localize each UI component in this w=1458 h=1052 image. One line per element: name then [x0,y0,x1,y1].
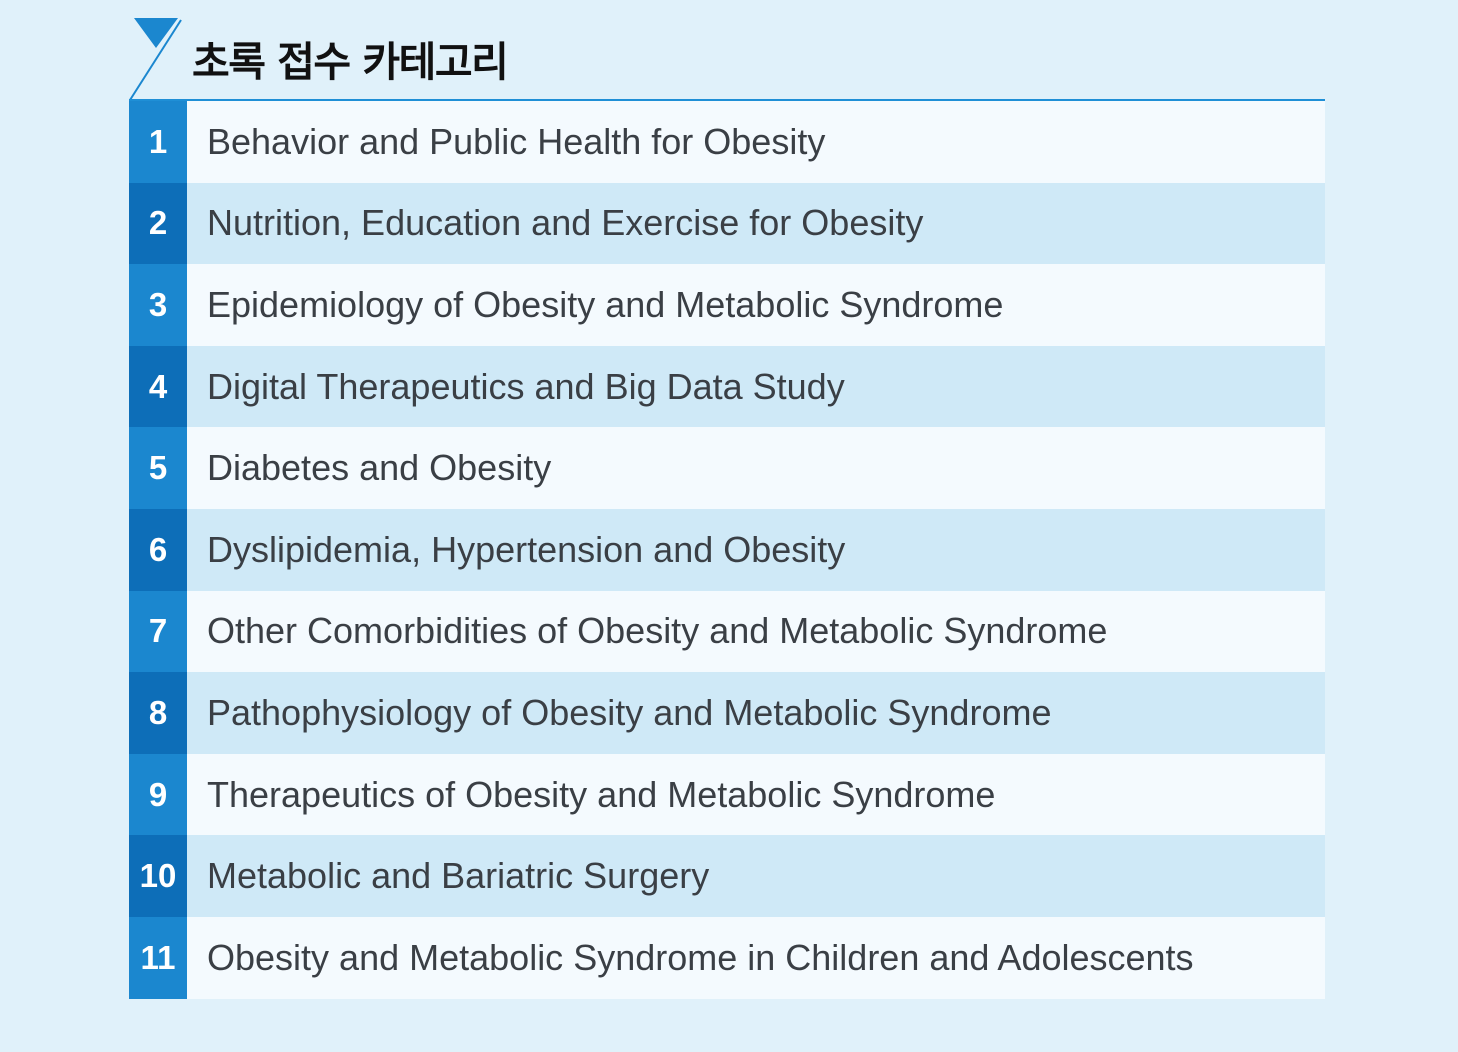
item-label: Dyslipidemia, Hypertension and Obesity [207,528,846,570]
item-number: 11 [129,916,187,999]
list-item: 8 Pathophysiology of Obesity and Metaboli… [129,672,1325,754]
item-number: 7 [129,590,187,673]
item-label: Nutrition, Education and Exercise for Ob… [207,202,924,244]
item-number: 6 [129,508,187,591]
item-number: 4 [129,345,187,428]
item-number: 1 [129,101,187,183]
page-title: 초록 접수 카테고리 [192,38,509,86]
list-item: 11 Obesity and Metabolic Syndrome in Chil… [129,916,1325,999]
list-item: 6 Dyslipidemia, Hypertension and Obesity [129,508,1325,591]
list-item: 2 Nutrition, Education and Exercise for O… [129,182,1325,265]
list-item: 7 Other Comorbidities of Obesity and Meta… [129,590,1325,673]
item-label: Obesity and Metabolic Syndrome in Childr… [207,936,1194,978]
category-list: 1 Behavior and Public Health for Obesity … [129,101,1325,999]
header-divider [129,99,1325,101]
list-item: 1 Behavior and Public Health for Obesity [129,101,1325,183]
item-label: Metabolic and Bariatric Surgery [207,855,710,897]
item-label: Therapeutics of Obesity and Metabolic Sy… [207,773,996,815]
item-number: 2 [129,182,187,265]
item-number: 3 [129,264,187,346]
list-item: 3 Epidemiology of Obesity and Metabolic S… [129,264,1325,346]
list-item: 5 Diabetes and Obesity [129,427,1325,509]
item-label: Behavior and Public Health for Obesity [207,120,826,162]
list-item: 4 Digital Therapeutics and Big Data Study [129,345,1325,428]
item-label: Other Comorbidities of Obesity and Metab… [207,610,1108,652]
item-label: Epidemiology of Obesity and Metabolic Sy… [207,283,1004,325]
item-label: Pathophysiology of Obesity and Metabolic… [207,691,1052,733]
item-label: Digital Therapeutics and Big Data Study [207,365,845,407]
list-item: 10 Metabolic and Bariatric Surgery [129,835,1325,917]
item-number: 9 [129,753,187,836]
item-number: 5 [129,427,187,509]
item-number: 10 [129,835,187,917]
section-header: 초록 접수 카테고리 [129,0,1325,101]
item-label: Diabetes and Obesity [207,447,552,489]
list-item: 9 Therapeutics of Obesity and Metabolic S… [129,753,1325,836]
triangle-marker-icon [129,18,182,101]
item-number: 8 [129,672,187,754]
